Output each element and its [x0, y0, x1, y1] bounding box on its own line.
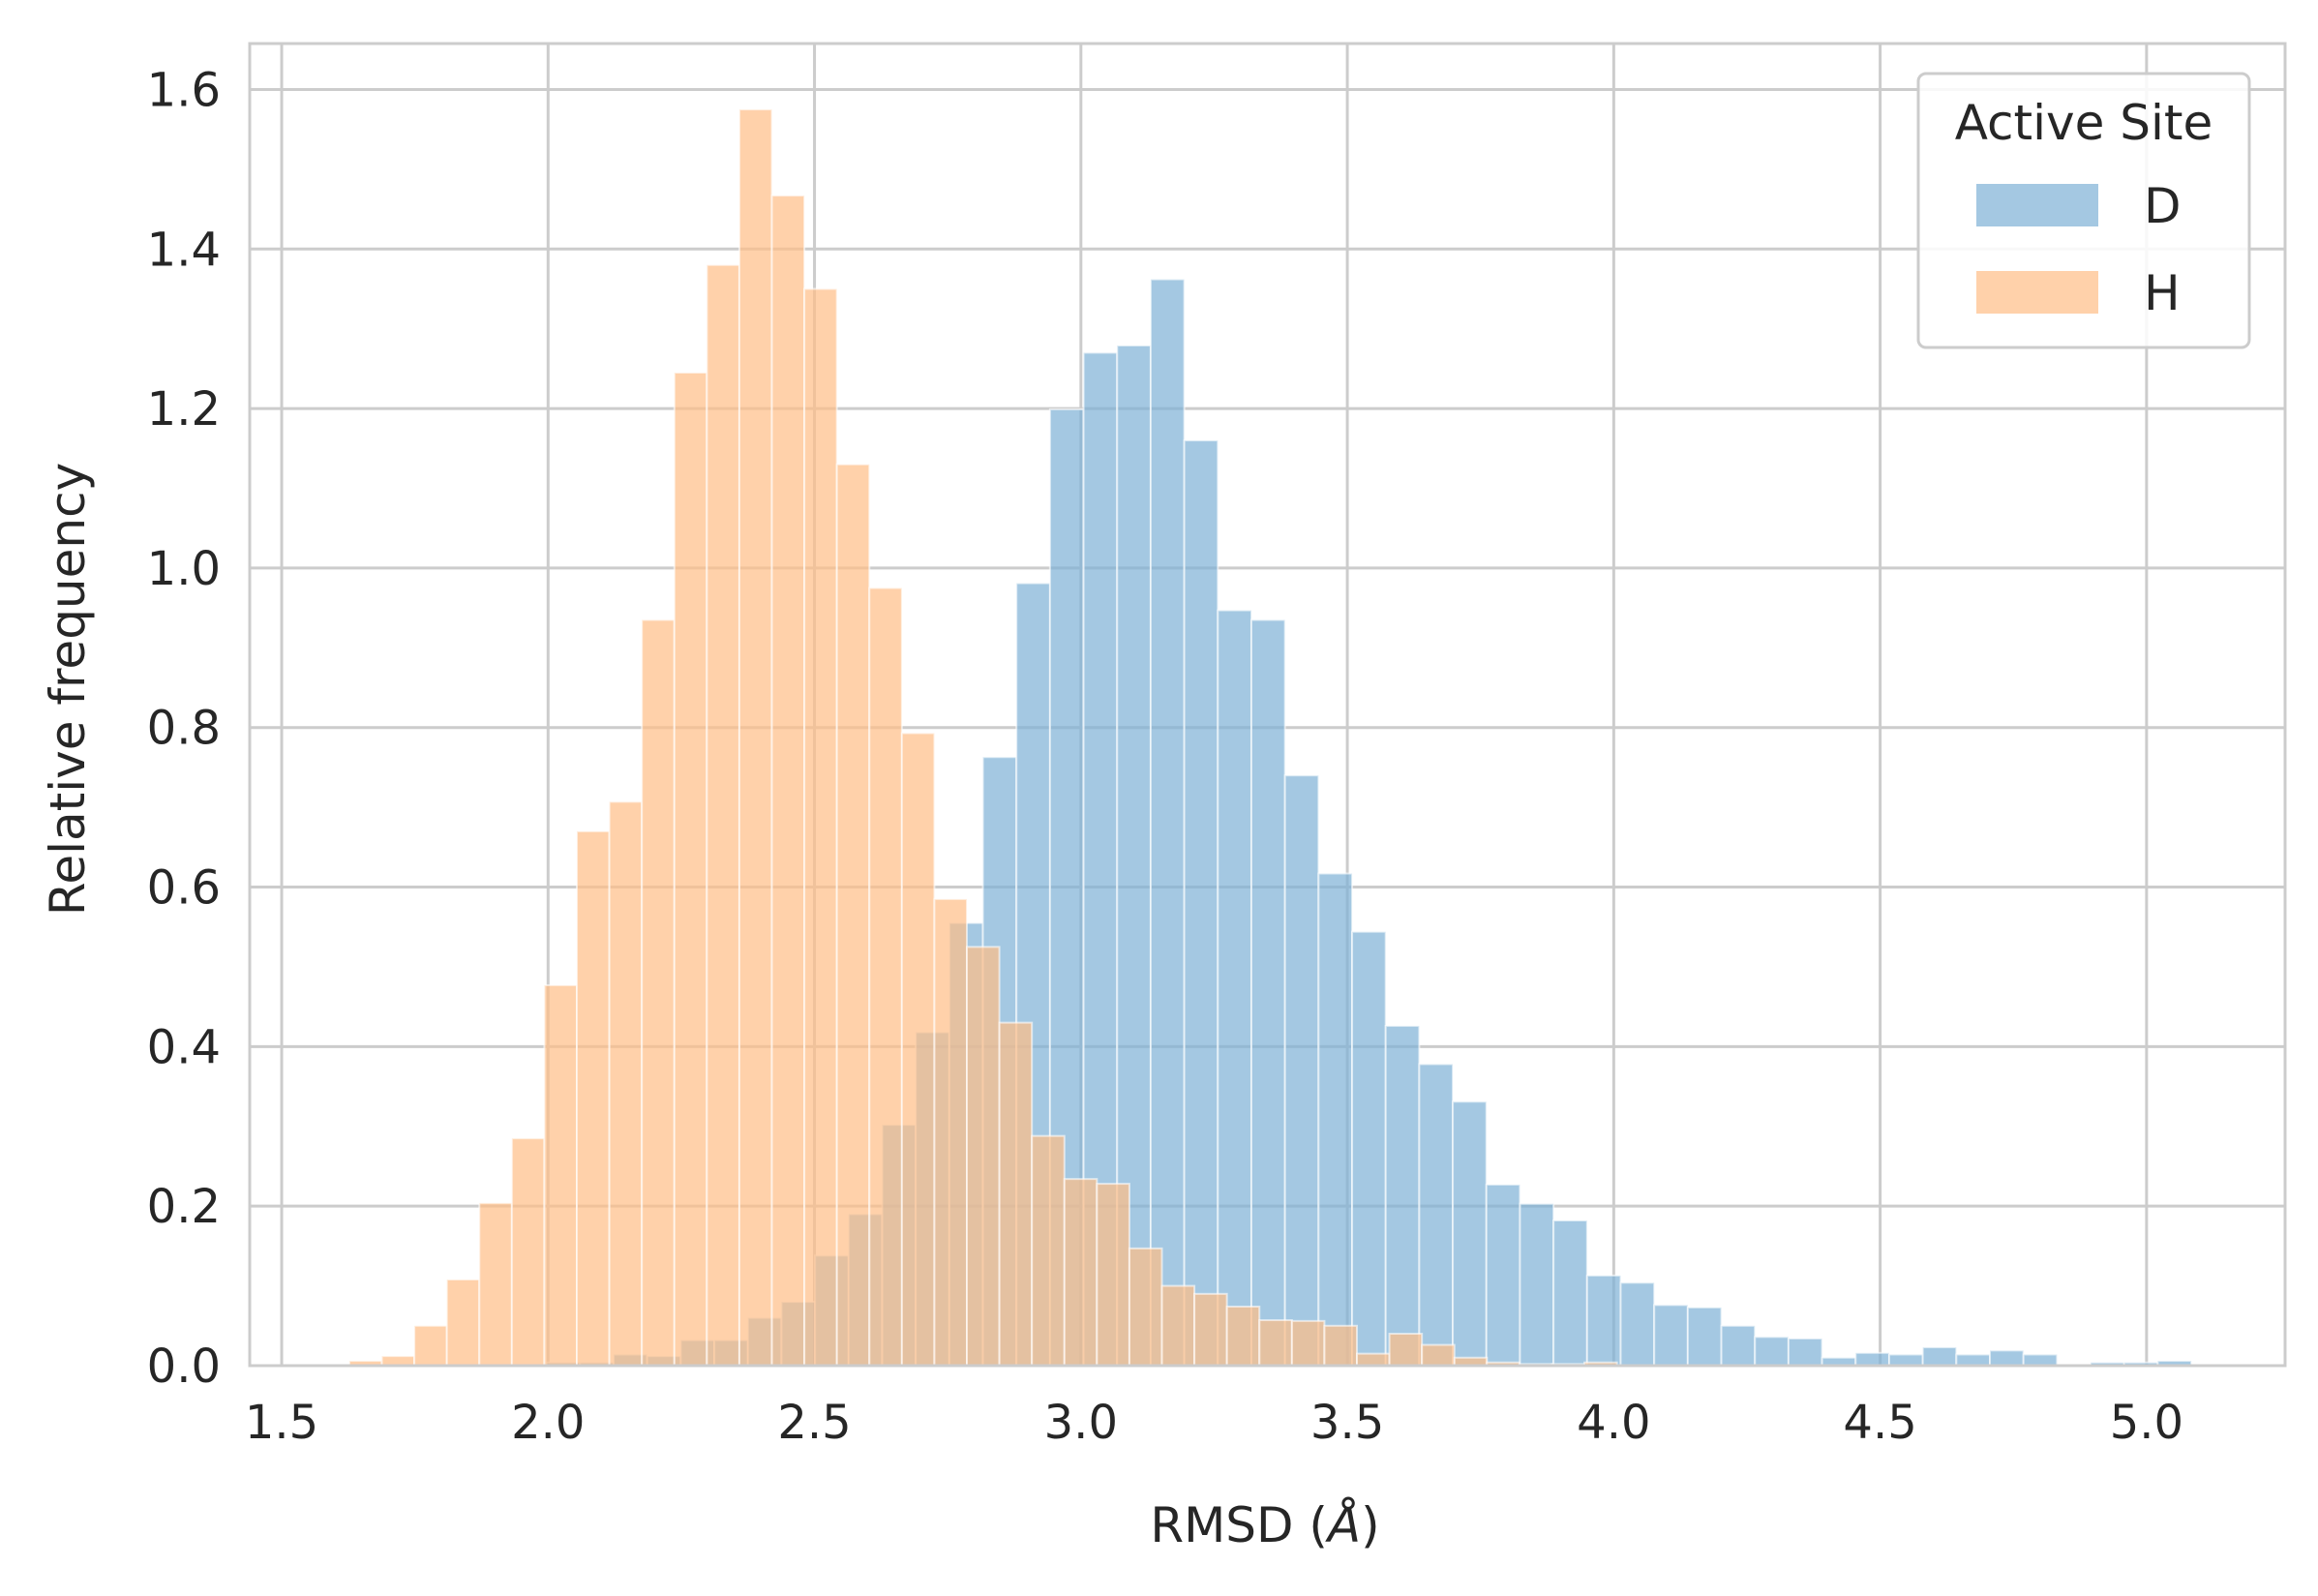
bar-d-28 [1485, 1183, 1521, 1367]
plot-frame [248, 42, 2287, 1368]
x-tick-label-7: 5.0 [2110, 1396, 2183, 1450]
y-tick-label-0: 0.0 [147, 1340, 221, 1394]
bar-d-42 [1955, 1353, 1992, 1368]
bar-d-35 [1720, 1324, 1757, 1368]
bar-h-9 [641, 618, 676, 1367]
y-tick-label-1: 0.2 [147, 1180, 221, 1234]
y-tick-label-2: 0.4 [147, 1020, 221, 1074]
bar-h-4 [478, 1201, 513, 1368]
bar-h-18 [933, 897, 969, 1367]
y-tick-label-5: 1.0 [147, 542, 221, 596]
bar-d-29 [1519, 1202, 1555, 1368]
histogram-bars [347, 108, 2193, 1368]
bar-h-7 [576, 829, 611, 1367]
bar-d-19 [1183, 439, 1219, 1367]
y-axis-label: Relative frequency [40, 463, 96, 916]
bar-h-32 [1388, 1333, 1424, 1367]
bar-d-43 [1989, 1349, 2025, 1367]
y-tick-label-4: 0.8 [147, 702, 221, 756]
bar-h-10 [673, 372, 708, 1368]
bar-h-19 [966, 946, 1001, 1368]
bar-d-26 [1418, 1063, 1455, 1367]
x-tick-label-0: 1.5 [245, 1396, 318, 1450]
bar-h-23 [1096, 1183, 1130, 1368]
bar-h-3 [445, 1278, 481, 1367]
bar-h-5 [510, 1137, 546, 1368]
bar-d-37 [1787, 1337, 1823, 1368]
y-tick-label-3: 0.6 [147, 861, 221, 916]
bar-h-21 [1031, 1134, 1066, 1367]
legend-label-h: H [2144, 265, 2181, 321]
bar-h-25 [1160, 1284, 1196, 1367]
y-tick-label-8: 1.6 [147, 63, 221, 117]
x-tick-label-5: 4.0 [1577, 1396, 1650, 1450]
bar-h-16 [868, 587, 903, 1367]
bar-h-12 [738, 108, 773, 1368]
bar-h-29 [1290, 1319, 1326, 1367]
legend-label-d: D [2144, 178, 2182, 234]
x-tick-label-6: 4.5 [1843, 1396, 1916, 1450]
bar-d-41 [1921, 1346, 1958, 1368]
bar-d-21 [1249, 618, 1286, 1367]
bar-d-32 [1619, 1281, 1656, 1368]
bar-d-39 [1854, 1351, 1890, 1368]
bar-h-2 [413, 1324, 448, 1368]
bar-d-18 [1149, 278, 1186, 1367]
bar-d-33 [1653, 1304, 1689, 1368]
bar-h-27 [1225, 1306, 1261, 1367]
legend-swatch-d [1974, 182, 2100, 228]
bar-d-24 [1351, 930, 1387, 1367]
x-tick-label-4: 3.5 [1310, 1396, 1384, 1450]
series-d [545, 278, 2193, 1368]
bar-h-13 [770, 195, 806, 1368]
bar-h-8 [608, 800, 644, 1367]
bar-h-28 [1258, 1319, 1293, 1367]
y-axis-ticks: 0.0 0.2 0.4 0.6 0.8 1.0 1.2 1.4 1.6 [147, 63, 221, 1394]
x-axis-label: RMSD (Å) [1150, 1497, 1379, 1553]
y-tick-label-6: 1.2 [147, 382, 221, 437]
bar-h-24 [1128, 1247, 1163, 1367]
bar-d-27 [1452, 1100, 1488, 1367]
bar-h-15 [835, 463, 871, 1367]
bar-d-34 [1686, 1306, 1723, 1367]
bar-d-23 [1317, 872, 1354, 1367]
bar-h-26 [1193, 1292, 1228, 1367]
legend-swatch-h [1974, 269, 2100, 316]
bar-d-22 [1283, 774, 1320, 1367]
bar-h-33 [1421, 1343, 1456, 1368]
bar-d-20 [1217, 609, 1252, 1367]
bar-d-31 [1585, 1274, 1622, 1368]
x-tick-label-3: 3.0 [1044, 1396, 1118, 1450]
bar-d-44 [2022, 1353, 2059, 1368]
bar-d-30 [1552, 1220, 1588, 1367]
x-tick-label-1: 2.0 [511, 1396, 585, 1450]
bar-h-11 [706, 263, 740, 1367]
y-tick-label-7: 1.4 [147, 223, 221, 277]
bar-h-20 [998, 1021, 1034, 1367]
bar-h-30 [1323, 1324, 1358, 1368]
legend: Active Site D H [1916, 72, 2251, 349]
bar-d-40 [1887, 1353, 1924, 1368]
series-h [347, 108, 1618, 1368]
x-tick-label-2: 2.5 [777, 1396, 851, 1450]
bar-h-6 [543, 983, 579, 1367]
bar-d-36 [1754, 1336, 1790, 1367]
bar-h-22 [1063, 1178, 1099, 1367]
bar-h-17 [900, 732, 936, 1367]
x-axis-ticks: 1.5 2.0 2.5 3.0 3.5 4.0 4.5 5.0 [245, 1396, 2183, 1450]
legend-title: Active Site [1955, 95, 2213, 151]
bar-d-25 [1384, 1024, 1421, 1368]
bar-h-31 [1355, 1352, 1391, 1368]
bar-h-14 [803, 287, 838, 1368]
